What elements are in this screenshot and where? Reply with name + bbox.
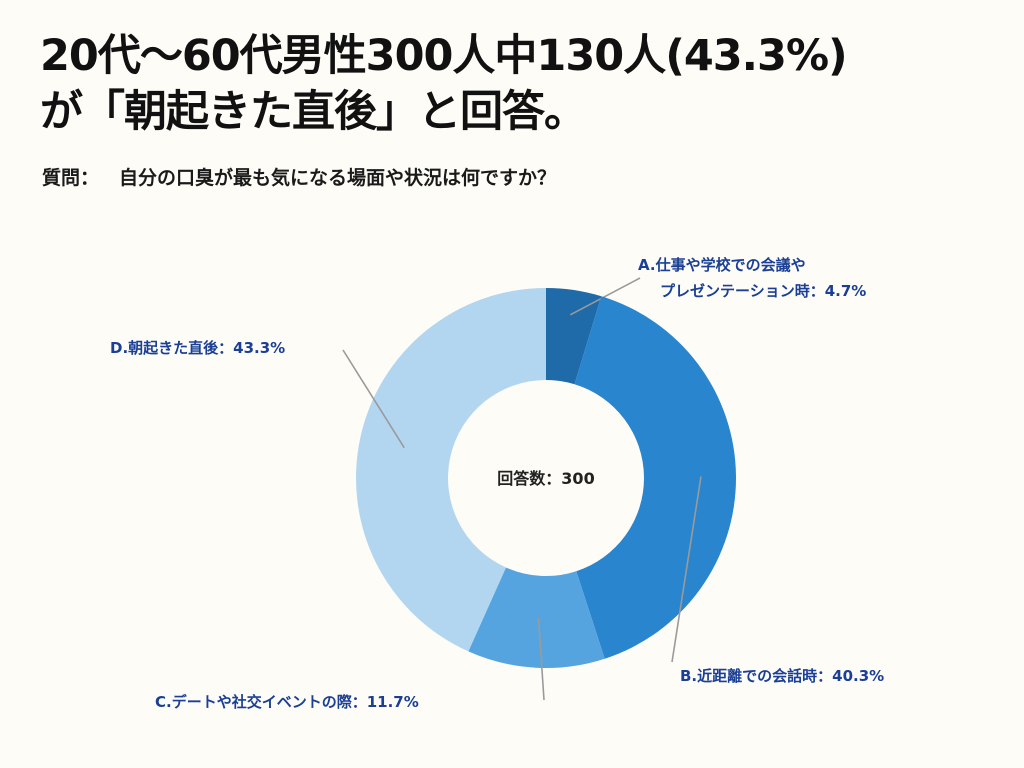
slice-label-b: B.近距離での会話時：40.3%: [680, 667, 884, 685]
slice-label-d: D.朝起きた直後：43.3%: [110, 339, 285, 357]
leader-line-b: [671, 476, 702, 663]
survey-question: 質問： 自分の口臭が最も気になる場面や状況は何ですか？: [42, 163, 556, 190]
donut-slice-c: [468, 567, 605, 669]
center-total-label: 回答数：300: [497, 469, 594, 488]
slice-label-a-line-1: A.仕事や学校での会議や: [638, 256, 806, 274]
donut-slice-d: [356, 288, 546, 652]
headline: 20代〜60代男性300人中130人(43.3%) が「朝起きた直後」と回答。: [40, 28, 1000, 140]
question-label: 質問：: [42, 167, 100, 189]
headline-line-2: が「朝起きた直後」と回答。: [40, 87, 587, 137]
leader-line-a: [569, 277, 641, 316]
headline-line-1: 20代〜60代男性300人中130人(43.3%): [40, 31, 848, 81]
donut-slice-b: [574, 296, 737, 659]
leader-line-c: [537, 617, 545, 701]
donut-slice-a: [546, 288, 602, 385]
question-text: 自分の口臭が最も気になる場面や状況は何ですか？: [119, 167, 557, 189]
leader-line-d: [342, 349, 405, 449]
slice-label-c: C.デートや社交イベントの際：11.7%: [155, 693, 419, 711]
slice-label-a-line-2: プレゼンテーション時：4.7%: [660, 282, 866, 300]
